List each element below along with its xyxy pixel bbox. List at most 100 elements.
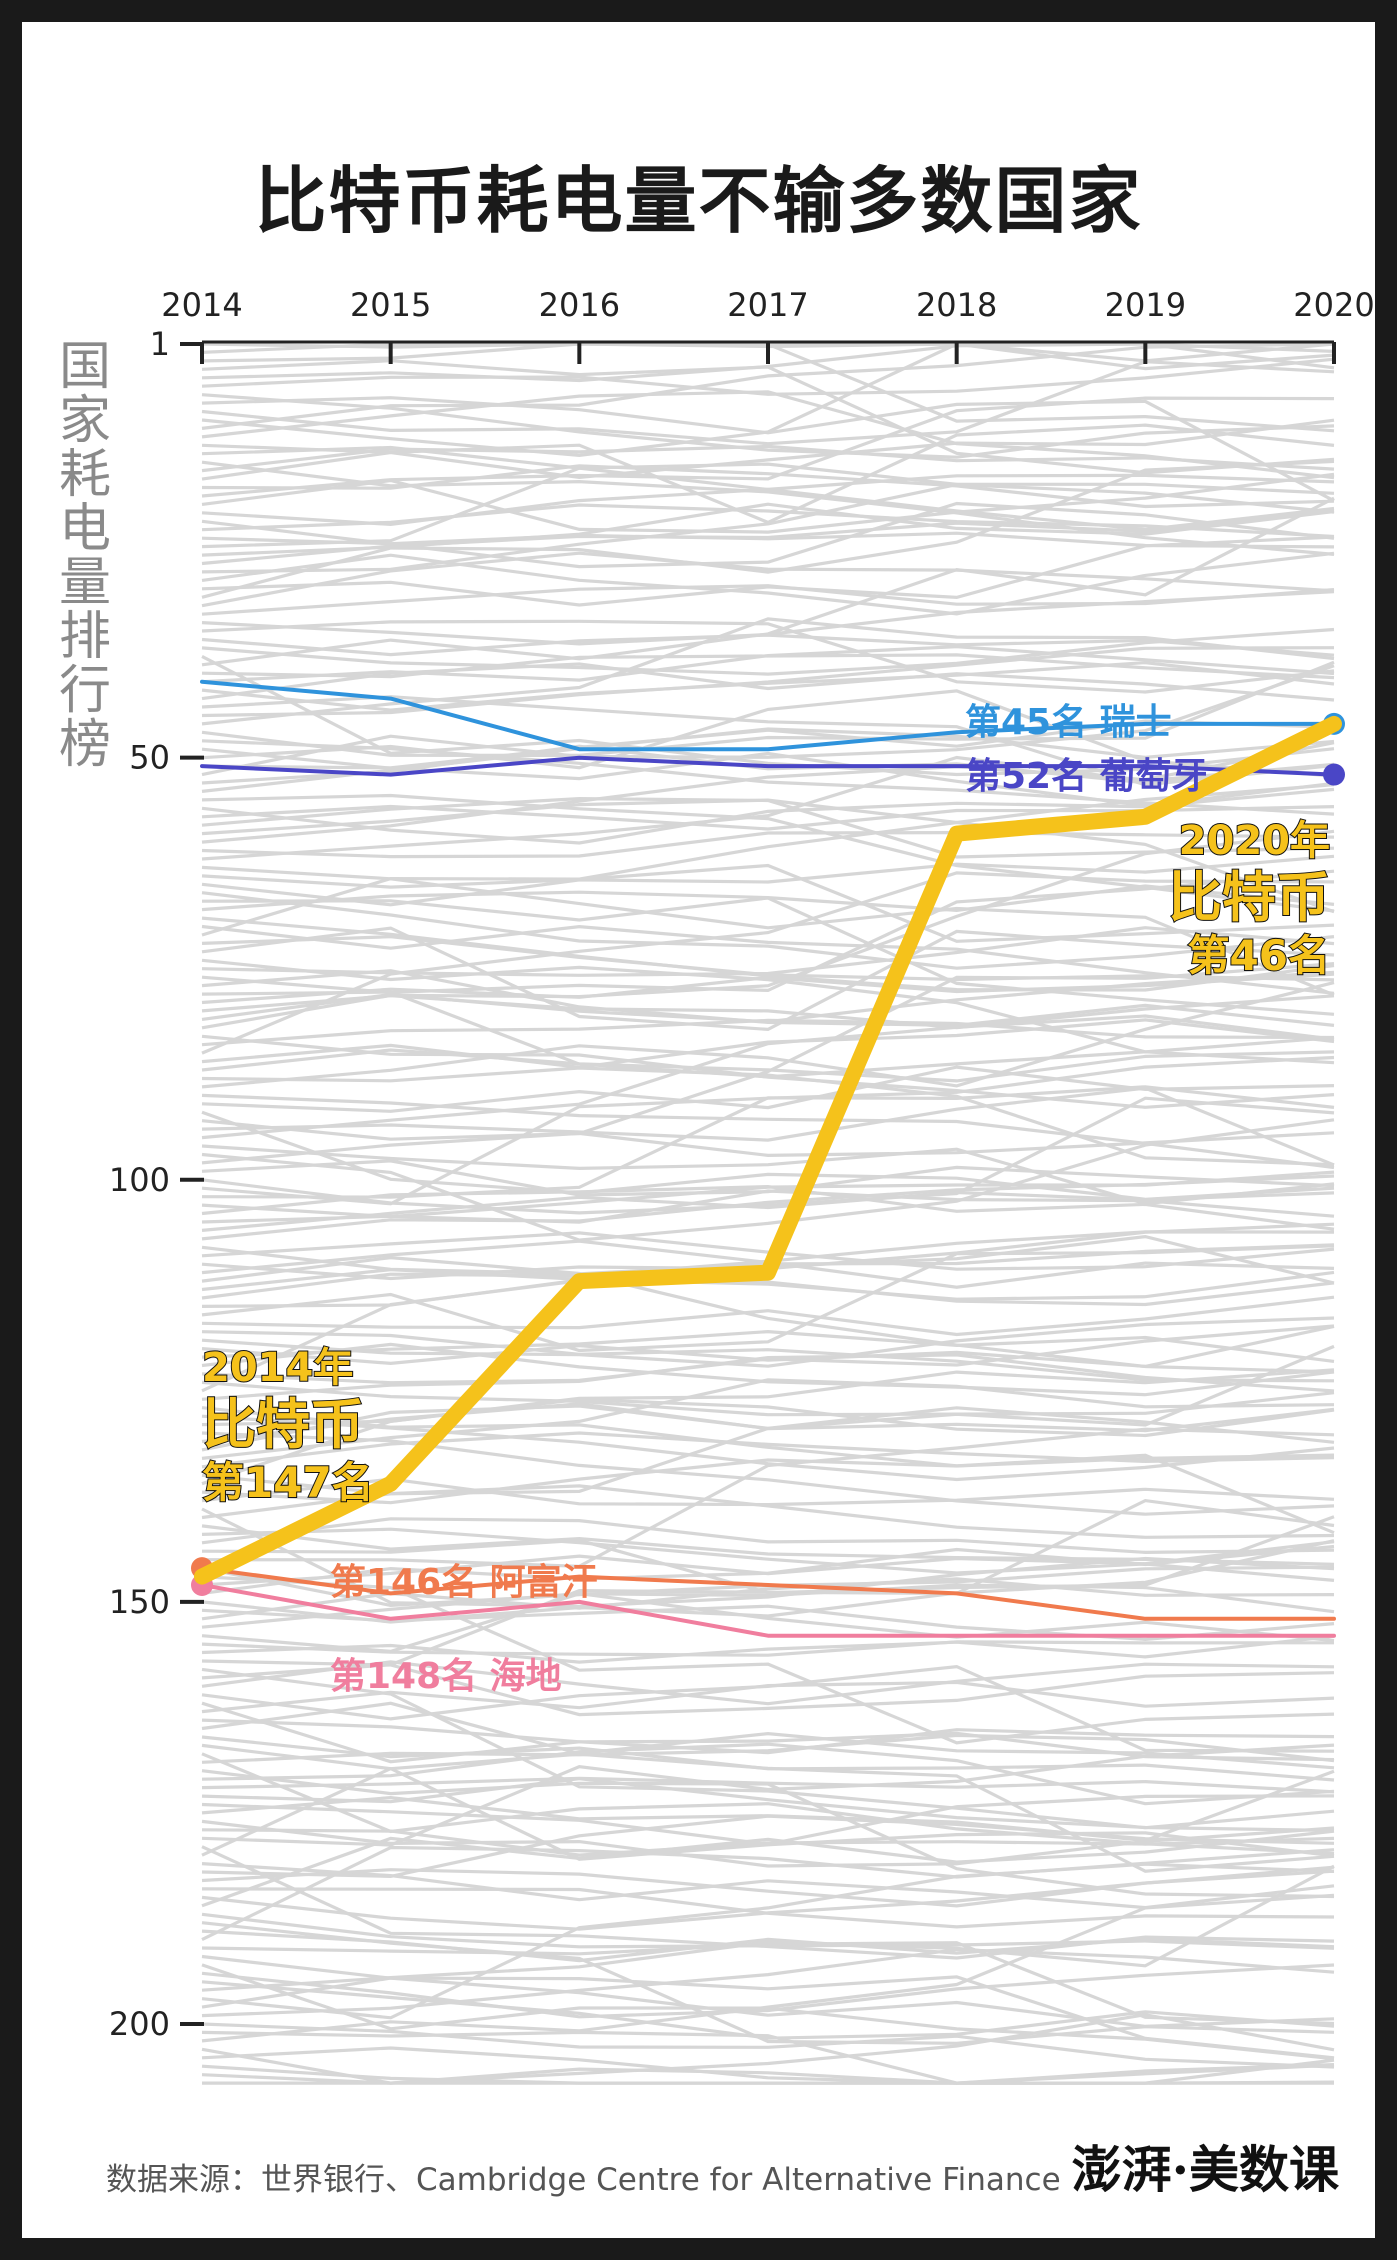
background-line (201, 1777, 1335, 1833)
series-line (200, 755, 1336, 777)
series-line (200, 1583, 1336, 1638)
x-tick-label: 2020 (1293, 286, 1374, 324)
background-line (201, 1118, 1335, 1242)
background-line (201, 390, 1335, 480)
highlight-lines (191, 679, 1345, 1638)
background-line (201, 787, 1335, 845)
background-line (201, 459, 1335, 599)
background-line (201, 664, 1335, 777)
background-line (201, 472, 1335, 534)
background-line (201, 1295, 1335, 1337)
background-line (201, 981, 1335, 1089)
background-line (201, 924, 1335, 995)
series-line (194, 715, 1342, 1585)
background-line (201, 926, 1335, 977)
background-line (201, 1427, 1335, 1568)
background-line (201, 1701, 1335, 1770)
background-line (201, 393, 1335, 459)
background-line (201, 1431, 1335, 1469)
background-line (201, 1330, 1335, 1383)
background-line (201, 1267, 1335, 1301)
background-line (201, 627, 1335, 676)
background-line (201, 739, 1335, 816)
background-line (201, 1963, 1335, 2019)
x-tick-label: 2015 (350, 286, 431, 324)
background-line (201, 619, 1335, 694)
background-line (201, 2022, 1335, 2069)
background-line (201, 829, 1335, 1030)
background-line (201, 660, 1335, 758)
x-tick-label: 2016 (539, 286, 620, 324)
background-line (201, 891, 1335, 970)
background-line (201, 1342, 1335, 1397)
background-line (201, 662, 1335, 702)
background-line (201, 1085, 1335, 1199)
background-line (201, 1742, 1335, 1806)
y-tick-label: 1 (150, 325, 170, 363)
switzerland-label: 第45名 瑞士 (965, 702, 1172, 743)
bump-chart: 2014 2015 2016 2017 2018 2019 2020150100150200… (109, 286, 1375, 2085)
afghanistan-label: 第146名 阿富汗 (330, 1561, 598, 1603)
background-line (201, 646, 1335, 718)
background-line (201, 1524, 1335, 1566)
background-line (201, 1018, 1335, 1047)
background-line (201, 1190, 1335, 1232)
x-tick-label: 2014 (161, 286, 242, 324)
background-line (201, 1174, 1335, 1241)
background-line (201, 830, 1335, 859)
background-line (201, 617, 1335, 726)
background-line (201, 1766, 1335, 1861)
background-line (201, 460, 1335, 556)
background-line (201, 1634, 1335, 1664)
y-tick-label: 50 (129, 739, 170, 777)
background-line (201, 863, 1335, 943)
background-line (202, 2058, 1335, 2085)
background-line (201, 584, 1335, 616)
background-line (201, 1640, 1335, 1657)
background-line (201, 1498, 1335, 1680)
background-line (201, 654, 1335, 777)
background-line (201, 1718, 1335, 1755)
background-line (201, 1893, 1335, 2043)
background-line (201, 503, 1335, 539)
background-line (201, 990, 1335, 1079)
background-line (201, 1517, 1335, 1555)
background-line (201, 1378, 1335, 1460)
background-line (201, 755, 1335, 861)
background-line (201, 1244, 1335, 1353)
background-line (201, 1743, 1335, 1847)
haiti-label: 第148名 海地 (330, 1656, 562, 1697)
background-line (201, 509, 1335, 566)
background-line (201, 1380, 1335, 1417)
background-line (201, 1743, 1335, 1873)
background-line (201, 884, 1335, 913)
background-line (201, 926, 1335, 1032)
background-line (201, 1941, 1335, 2026)
background-line (201, 962, 1335, 1141)
portugal-label: 第52名 葡萄牙 (965, 756, 1208, 797)
background-line (201, 1591, 1335, 1643)
background-line (201, 1660, 1335, 1706)
y-axis-label: 国家耗电量排行榜 (58, 337, 111, 775)
background-line (201, 1131, 1335, 1165)
background-line (201, 1414, 1335, 1482)
background-line (201, 689, 1335, 778)
infographic-card: 比特币耗电量不输多数国家 国家耗电量排行榜 2014 2015 2016 2017 20… (22, 22, 1375, 2238)
chart-title: 比特币耗电量不输多数国家 (254, 159, 1143, 243)
background-line (201, 1947, 1335, 2018)
bitcoin-2020-rank: 第46名 (1188, 931, 1330, 980)
background-line (201, 1034, 1335, 1109)
background-line (201, 1066, 1335, 1167)
background-country-lines (201, 342, 1335, 2085)
background-line (201, 1829, 1335, 1908)
x-tick-label: 2017 (727, 286, 808, 324)
background-line (201, 1544, 1335, 1595)
background-line (201, 1431, 1335, 1516)
background-line (201, 357, 1335, 396)
background-line (201, 1316, 1335, 1368)
background-line (201, 1776, 1335, 1794)
brand-logo: 澎湃·美数课 (1071, 2140, 1339, 2199)
background-line (201, 1353, 1335, 1401)
background-line (201, 1869, 1335, 1931)
bitcoin-2014-year: 2014年 (202, 1345, 353, 1391)
